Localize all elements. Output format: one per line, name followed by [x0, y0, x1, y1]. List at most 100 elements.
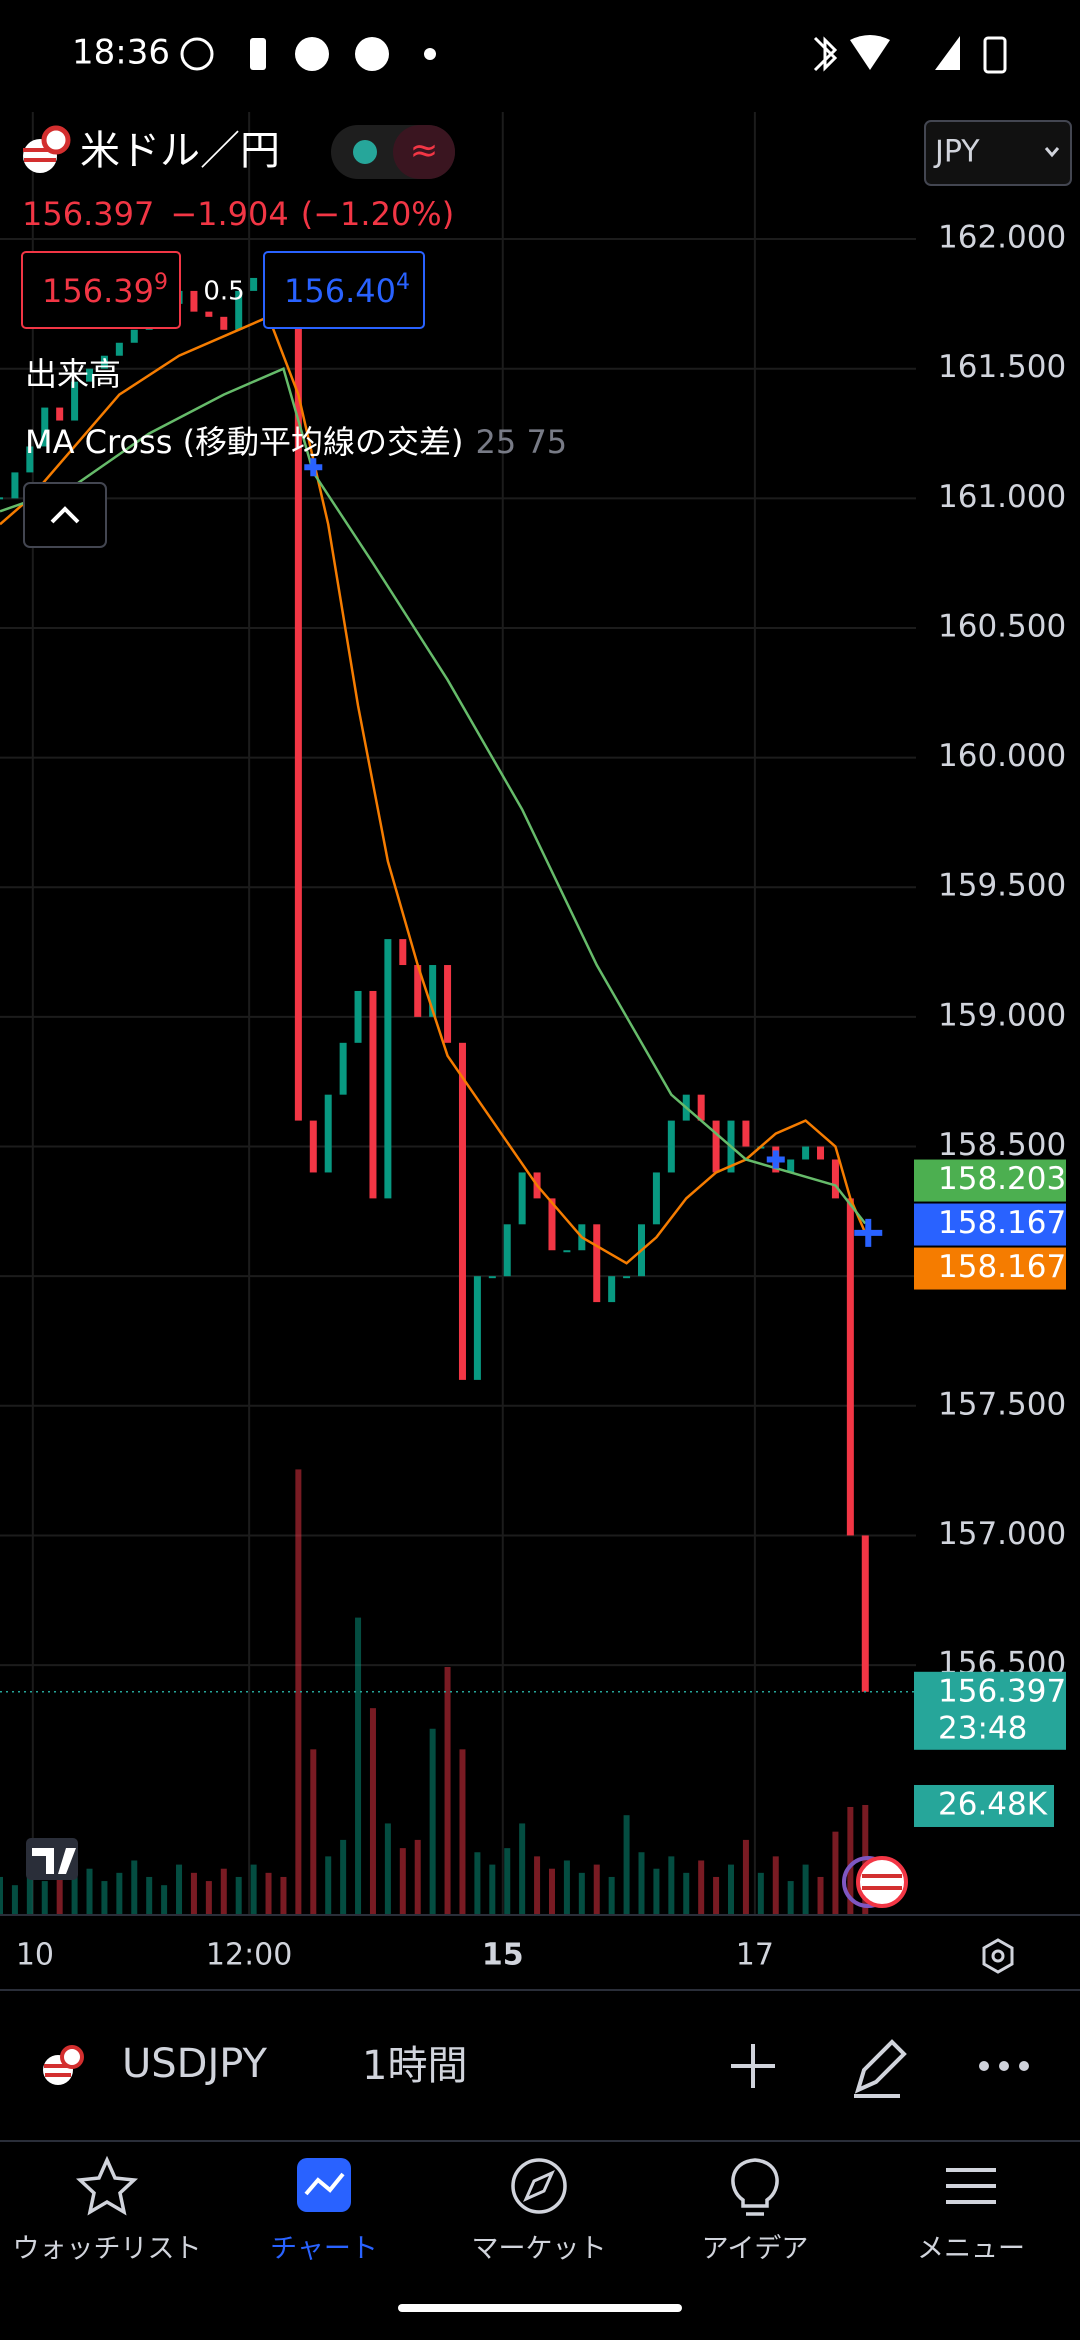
volume-bar [41, 1881, 48, 1914]
toolbar-symbol[interactable]: USDJPY [122, 2041, 268, 2087]
volume-bar [26, 1872, 33, 1914]
volume-bar [116, 1872, 123, 1914]
y-tick-label: 159.000 [938, 997, 1066, 1033]
volume-bar [56, 1864, 63, 1914]
indicator-params: 25 75 [476, 423, 568, 461]
symbol-name[interactable]: 米ドル／円 [80, 128, 280, 174]
nav-label[interactable]: ウォッチリスト [13, 2234, 202, 2265]
icon-watchlist [75, 2155, 139, 2216]
candle [742, 1120, 750, 1147]
price-line: 156.397 −1.904 (−1.20%) [22, 195, 454, 233]
toolbar-interval[interactable]: 1時間 [362, 2043, 467, 2089]
indicator-price-box [914, 1247, 1066, 1290]
nav-label[interactable]: アイデア [702, 2234, 809, 2265]
indicator-price-label: 158.167 [938, 1249, 1066, 1285]
cross-marker [854, 1218, 883, 1247]
icon-signal [935, 36, 960, 70]
volume-value-label: 26.48K [938, 1786, 1048, 1822]
volume-bar [71, 1876, 78, 1914]
candle [414, 965, 422, 1017]
volume-bar [787, 1881, 794, 1914]
ask-last: 4 [396, 270, 410, 295]
icon-bluetooth [813, 36, 838, 72]
volume-bar [593, 1864, 600, 1914]
draw-button[interactable] [854, 2039, 907, 2098]
collapse-legend-button[interactable] [23, 482, 107, 548]
candle [190, 290, 198, 312]
dot [1019, 2061, 1029, 2071]
y-tick-label: 161.500 [938, 349, 1066, 385]
y-tick-label: 159.500 [938, 868, 1066, 904]
nav-label[interactable]: メニュー [917, 2234, 1025, 2265]
bid-box[interactable] [21, 251, 181, 329]
candle [339, 1042, 347, 1095]
bid-price: 156.399 [42, 270, 168, 310]
event-flag-stripes [862, 1874, 902, 1890]
volume-bar [190, 1872, 197, 1914]
more-button[interactable] [979, 2061, 1029, 2071]
candle [100, 355, 108, 369]
volume-bar [429, 1728, 436, 1914]
candle [593, 1224, 601, 1303]
candle [0, 497, 3, 500]
volume-bar [772, 1856, 779, 1914]
volume-bar [832, 1831, 839, 1914]
ma-line [0, 315, 867, 1265]
volume-bar [519, 1823, 526, 1914]
volume-bar [310, 1749, 317, 1914]
volume-bar [713, 1876, 720, 1914]
event-flag-us [856, 1856, 908, 1908]
indicator-price-label: 158.203 [938, 1161, 1066, 1197]
volume-bar [459, 1749, 466, 1914]
y-tick-label: 158.500 [938, 1127, 1066, 1163]
x-tick-label: 12:00 [206, 1938, 292, 1973]
ask-box[interactable] [263, 251, 425, 329]
volume-bar [608, 1876, 615, 1914]
currency-select[interactable] [924, 120, 1072, 186]
candle [26, 446, 34, 473]
nav-label[interactable]: チャート [270, 2234, 378, 2265]
symbol-flag [23, 125, 71, 173]
volume-legend[interactable]: 出来高 [25, 355, 121, 393]
candle [518, 1172, 526, 1225]
candle [235, 290, 243, 330]
volume-bar [563, 1860, 570, 1914]
add-button[interactable] [731, 2044, 775, 2088]
nav-label[interactable]: マーケット [472, 2234, 607, 2265]
icon-chart [304, 2172, 345, 2196]
y-tick-label: 160.000 [938, 738, 1066, 774]
volume-bar [86, 1868, 93, 1914]
candle [802, 1146, 810, 1160]
volume-bar [534, 1856, 541, 1914]
candle [294, 316, 302, 1121]
icon-link [180, 37, 214, 71]
overlay: 18:36 米ドル／円 ≈ JPY 156.397 −1.904 (−1.20%) … [0, 33, 1080, 2312]
price-change-pct: (−1.20%) [301, 195, 454, 233]
icon-wifi [850, 35, 890, 70]
y-tick-label: 162.000 [938, 220, 1066, 256]
candle [309, 1120, 317, 1173]
event-flag[interactable] [842, 1856, 908, 1908]
x-tick-label: 17 [736, 1938, 774, 1973]
indicator-legend[interactable]: MA Cross (移動平均線の交差) 25 75 [25, 423, 567, 461]
logo-mark [32, 1848, 76, 1874]
y-tick-label: 157.000 [938, 1516, 1066, 1552]
countdown-label: 23:48 [938, 1710, 1027, 1746]
volume-bar [668, 1856, 675, 1914]
icon-dot [424, 48, 436, 60]
volume-bar [802, 1864, 809, 1914]
icon-compass-needle [523, 2170, 555, 2202]
y-tick-label: 160.500 [938, 608, 1066, 644]
volume-bar [414, 1839, 421, 1914]
volume-bar [384, 1823, 391, 1914]
icon-battery [983, 36, 1007, 74]
candle [488, 1276, 496, 1279]
candle [444, 965, 452, 1043]
volume-bar [578, 1872, 585, 1914]
indicator-price-box [914, 1159, 1066, 1202]
settings-icon[interactable] [982, 1938, 1014, 1974]
volume-bar [548, 1868, 555, 1914]
volume-bar [146, 1876, 153, 1914]
volume-bar [265, 1872, 272, 1914]
